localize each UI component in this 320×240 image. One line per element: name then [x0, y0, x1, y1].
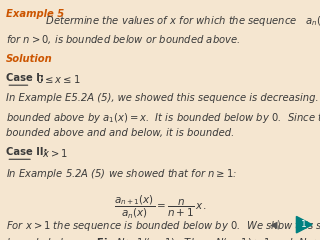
Text: $\blacktriangleleft\!\!$): $\blacktriangleleft\!\!$) — [268, 218, 281, 231]
Text: In Example E5.2A (5), we showed this sequence is decreasing.   Therefore it is: In Example E5.2A (5), we showed this seq… — [6, 93, 320, 103]
Polygon shape — [296, 216, 312, 233]
Text: for $n{>}0$, is bounded below or bounded above.: for $n{>}0$, is bounded below or bounded… — [6, 33, 241, 46]
Text: bounded above and and below, it is bounded.: bounded above and and below, it is bound… — [6, 128, 235, 138]
Text: bounded above.   $\mathbf{Fix}$ $N > 1/(x{-}1)$.  Then  $N(x{-}1) > 1$ and  $Nx : bounded above. $\mathbf{Fix}$ $N > 1/(x{… — [6, 236, 320, 240]
Text: Example 5: Example 5 — [6, 9, 65, 19]
Text: Solution: Solution — [6, 54, 53, 64]
Text: Case I:: Case I: — [6, 73, 44, 83]
Text: For $x > 1$ the sequence is bounded below by $0$.  We show this sequence is neve: For $x > 1$ the sequence is bounded belo… — [6, 219, 320, 233]
Text: Determine the values of $x$ for which the sequence   $a_n(x) = \dfrac{x^n}{n}$,: Determine the values of $x$ for which th… — [39, 9, 320, 31]
Text: 1: 1 — [301, 220, 307, 229]
Text: Case II:: Case II: — [6, 147, 48, 157]
Text: $x > 1$: $x > 1$ — [33, 147, 68, 159]
Text: bounded above by $a_1(x){=}x$.  It is bounded below by $0$.  Since the sequence : bounded above by $a_1(x){=}x$. It is bou… — [6, 111, 320, 125]
Text: $\dfrac{a_{n+1}(x)}{a_n(x)} = \dfrac{n}{n+1}\,x.$: $\dfrac{a_{n+1}(x)}{a_n(x)} = \dfrac{n}{… — [114, 193, 206, 220]
Text: In Example 5.2A (5) we showed that for $n \geq 1$:: In Example 5.2A (5) we showed that for $… — [6, 167, 237, 181]
Text: $0 \leq x \leq 1$: $0 \leq x \leq 1$ — [30, 73, 81, 85]
